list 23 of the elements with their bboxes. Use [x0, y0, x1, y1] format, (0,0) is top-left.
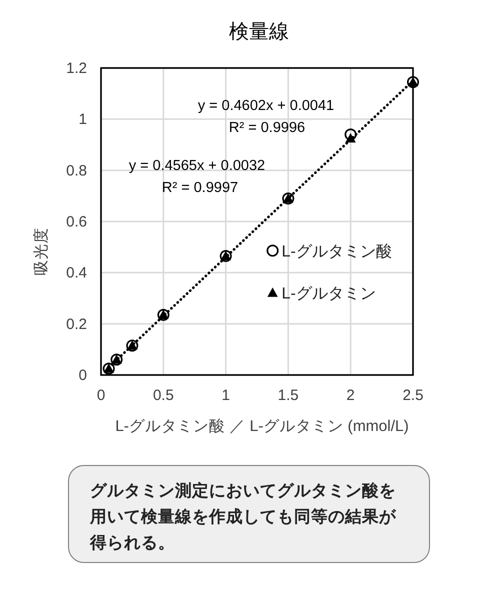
xtick: 0.5 — [152, 387, 174, 404]
xtick: 1.5 — [278, 387, 299, 404]
ytick: 0.6 — [66, 214, 87, 230]
legend-label: L-グルタミン — [282, 286, 376, 303]
note: グルタミン測定においてグルタミン酸を用いて検量線を作成しても同等の結果が得られる。 — [90, 480, 397, 554]
ylabel: 吸光度 — [33, 228, 50, 276]
title: 検量線 — [229, 21, 289, 43]
ytick: 0.2 — [66, 316, 87, 333]
ytick: 0 — [78, 367, 87, 384]
annotation: y = 0.4602x + 0.0041 — [198, 98, 334, 114]
legend-label: L-グルタミン酸 — [282, 244, 392, 261]
xtick: 2 — [346, 387, 355, 404]
ytick: 0.8 — [66, 162, 87, 180]
ytick: 1.2 — [66, 60, 87, 77]
annotation: y = 0.4565x + 0.0032 — [128, 158, 266, 174]
xtick: 2.5 — [402, 387, 424, 404]
xtick: 0 — [96, 387, 106, 404]
xtick: 1 — [222, 387, 230, 404]
ytick: 0.4 — [66, 264, 87, 282]
xlabel: L-グルタミン酸 ／ L-グルタミン (mmol/L) — [115, 418, 409, 435]
annotation: R² = 0.9997 — [162, 180, 238, 196]
ytick: 1 — [78, 111, 87, 128]
annotation: R² = 0.9996 — [228, 120, 306, 136]
